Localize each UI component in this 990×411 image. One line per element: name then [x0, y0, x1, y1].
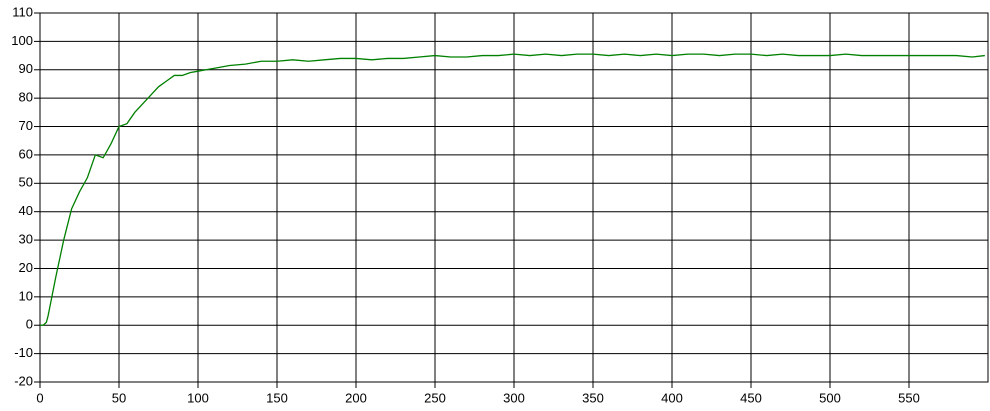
y-tick-label: -20 — [14, 373, 33, 388]
y-tick-label: 70 — [19, 118, 33, 133]
x-tick-label: 50 — [112, 390, 126, 405]
x-tick-label: 350 — [582, 390, 604, 405]
x-tick-label: 400 — [661, 390, 683, 405]
y-tick-label: 50 — [19, 175, 33, 190]
x-tick-label: 100 — [187, 390, 209, 405]
y-tick-label: 40 — [19, 203, 33, 218]
y-tick-label: 100 — [11, 33, 33, 48]
x-tick-label: 500 — [819, 390, 841, 405]
data-line — [40, 53, 985, 326]
x-tick-label: 300 — [503, 390, 525, 405]
y-tick-label: 80 — [19, 90, 33, 105]
y-tick-label: -10 — [14, 345, 33, 360]
y-tick-label: 0 — [26, 317, 33, 332]
x-tick-label: 550 — [898, 390, 920, 405]
y-tick-label: 30 — [19, 232, 33, 247]
y-tick-label: 10 — [19, 288, 33, 303]
x-tick-label: 250 — [424, 390, 446, 405]
x-tick-label: 200 — [345, 390, 367, 405]
x-tick-label: 150 — [266, 390, 288, 405]
x-tick-label: 0 — [36, 390, 43, 405]
y-tick-label: 20 — [19, 260, 33, 275]
x-tick-label: 450 — [740, 390, 762, 405]
y-tick-label: 110 — [12, 4, 33, 19]
y-tick-label: 90 — [19, 61, 33, 76]
y-tick-label: 60 — [19, 146, 33, 161]
